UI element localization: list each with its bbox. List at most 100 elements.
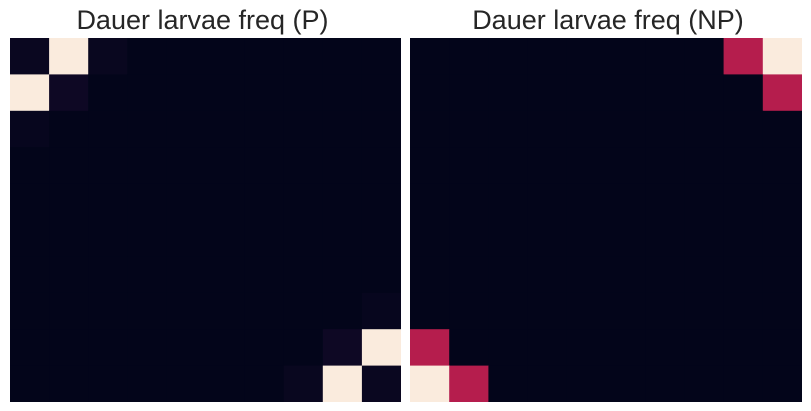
heatmap-cell (723, 183, 764, 221)
heatmap-cell (488, 365, 529, 402)
heatmap-cell (645, 256, 685, 294)
heatmap-cell (49, 256, 89, 294)
heatmap-cell (527, 183, 568, 221)
heatmap-cell (205, 147, 246, 185)
heatmap-cell (322, 256, 363, 294)
heatmap-cell (645, 365, 685, 402)
heatmap-cell (49, 74, 89, 112)
heatmap-cell (723, 74, 764, 112)
heatmap-cell (88, 74, 128, 112)
heatmap-cell (205, 220, 246, 257)
heatmap-cell (10, 147, 50, 185)
heatmap-cell (723, 329, 764, 367)
heatmap-cell (88, 256, 128, 294)
chart-title-p: Dauer larvae freq (P) (76, 5, 329, 35)
heatmap-cell (322, 74, 363, 112)
heatmap-cell (322, 292, 363, 330)
heatmap-cell (244, 365, 285, 402)
heatmap-cell (449, 256, 489, 294)
heatmap-cell (762, 147, 802, 185)
heatmap-cell (244, 183, 285, 221)
heatmap-cell (566, 292, 607, 330)
heatmap-cell (322, 220, 363, 257)
heatmap-cell (10, 365, 50, 402)
heatmap-cell (49, 220, 89, 257)
heatmap-cell (244, 110, 285, 148)
heatmap-cell (49, 38, 89, 75)
heatmap-cell (361, 329, 401, 367)
heatmap-cell (361, 74, 401, 112)
heatmap-cell (606, 365, 646, 402)
heatmap-cell (684, 256, 725, 294)
heatmap-cell (283, 292, 324, 330)
heatmap-cell (49, 110, 89, 148)
heatmap-cell (127, 220, 167, 257)
heatmap-cell (566, 74, 607, 112)
heatmap-cell (283, 38, 324, 75)
heatmap-cell (244, 329, 285, 367)
heatmap-panel-np: Dauer larvae freq (NP) (405, 0, 811, 411)
heatmap-cell (723, 110, 764, 148)
heatmap-cell (527, 220, 568, 257)
heatmap-cell (566, 256, 607, 294)
heatmap-cell (488, 220, 529, 257)
heatmap-cell (762, 74, 802, 112)
heatmap-cell (410, 183, 450, 221)
heatmap-cell (488, 292, 529, 330)
heatmap-cell (244, 220, 285, 257)
heatmap-cell (361, 38, 401, 75)
heatmap-cell (527, 292, 568, 330)
heatmap-cell (49, 292, 89, 330)
heatmap-cell (449, 110, 489, 148)
heatmap-cell (410, 220, 450, 257)
heatmap-cell (606, 329, 646, 367)
heatmap-cell (127, 74, 167, 112)
heatmap-cell (449, 74, 489, 112)
heatmap-cell (566, 147, 607, 185)
heatmap-cell (527, 329, 568, 367)
heatmap-cell (527, 147, 568, 185)
heatmap-cell (361, 110, 401, 148)
heatmap-cell (566, 220, 607, 257)
heatmap-cell (205, 292, 246, 330)
heatmap-cell (410, 292, 450, 330)
heatmap-cell (527, 74, 568, 112)
heatmap-cell (488, 329, 529, 367)
heatmap-cell (606, 256, 646, 294)
heatmap-cell (10, 220, 50, 257)
heatmap-cell (322, 183, 363, 221)
heatmap-cell (361, 147, 401, 185)
heatmap-cell (527, 110, 568, 148)
heatmap-cell (127, 365, 167, 402)
heatmap-cell (645, 74, 685, 112)
heatmap-cell (645, 110, 685, 148)
heatmap-cell (205, 74, 246, 112)
heatmap-cell (205, 256, 246, 294)
heatmap-cell (684, 183, 725, 221)
heatmap-cell (449, 183, 489, 221)
heatmap-cell (361, 365, 401, 402)
heatmap-cell (205, 365, 246, 402)
heatmap-cell (449, 365, 489, 402)
heatmap-cell (606, 110, 646, 148)
heatmap-cell (127, 256, 167, 294)
heatmap-cell (488, 256, 529, 294)
heatmap-cell (410, 147, 450, 185)
heatmap-cell (606, 74, 646, 112)
heatmap-cell (684, 292, 725, 330)
heatmap-cell (88, 147, 128, 185)
heatmap-cell (244, 147, 285, 185)
heatmap-cell (762, 292, 802, 330)
heatmap-cell (488, 74, 529, 112)
heatmap-cell (645, 329, 685, 367)
heatmap-cell (645, 38, 685, 75)
heatmap-cell (488, 183, 529, 221)
heatmap-cell (527, 365, 568, 402)
heatmap-cell (566, 329, 607, 367)
heatmap-cell (566, 183, 607, 221)
heatmap-cell (88, 220, 128, 257)
heatmap-cell (244, 38, 285, 75)
heatmap-cell (10, 38, 50, 75)
heatmap-cell (166, 292, 207, 330)
heatmap-cell (10, 329, 50, 367)
